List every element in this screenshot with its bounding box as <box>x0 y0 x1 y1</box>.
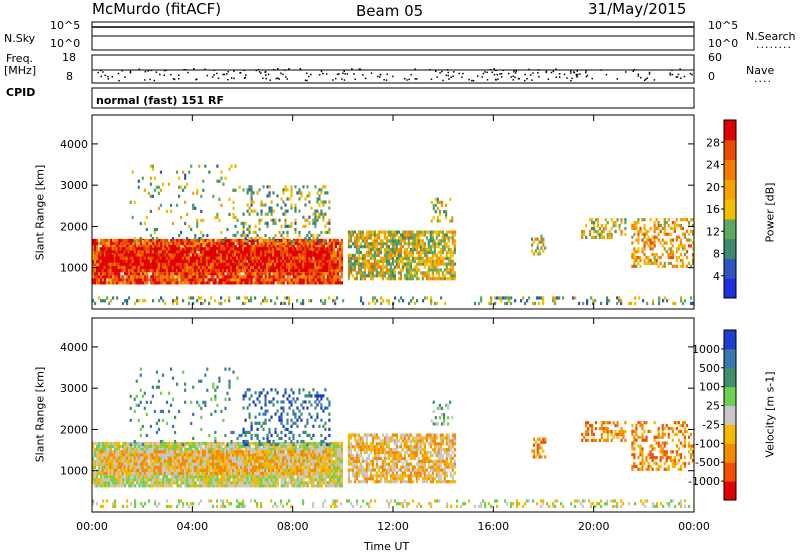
velocity-ytick-label: 4000 <box>60 341 88 354</box>
nave-label: Nave <box>746 64 775 77</box>
power-ytick-label: 3000 <box>60 179 88 192</box>
cpid-label: CPID <box>6 86 36 99</box>
xtick-label: 04:00 <box>176 520 208 533</box>
power-colorbar-tick: 16 <box>706 203 720 216</box>
nsky-tick-bottom: 10^0 <box>50 37 81 50</box>
power-colorbar-swatch <box>724 278 736 299</box>
xaxis-label: Time UT <box>364 540 410 553</box>
nsearch-label: N.Search <box>746 30 796 43</box>
power-colorbar-tick: 28 <box>706 136 720 149</box>
velocity-colorbar-swatch <box>724 443 736 463</box>
velocity-ytick-label: 3000 <box>60 382 88 395</box>
velocity-colorbar-tick: -25 <box>702 418 720 431</box>
nsearch-dots: ........ <box>756 38 792 51</box>
power-colorbar-label: Power [dB] <box>763 182 777 243</box>
velocity-colorbar-swatch <box>724 386 736 407</box>
velocity-colorbar-swatch <box>724 424 736 444</box>
velocity-colorbar-swatch <box>724 330 736 350</box>
date-label: 31/May/2015 <box>588 0 687 18</box>
nsearch-tick-top: 10^5 <box>708 19 739 32</box>
velocity-colorbar-swatch <box>724 481 736 501</box>
nave-tick-top: 60 <box>708 51 722 64</box>
power-colorbar-tick: 24 <box>706 159 720 172</box>
freq-label: Freq. <box>6 52 34 65</box>
velocity-colorbar-swatch <box>724 367 736 388</box>
power-colorbar-swatch <box>724 218 736 240</box>
velocity-ytick-label: 2000 <box>60 423 88 436</box>
velocity-colorbar-tick: 1000 <box>692 343 720 356</box>
power-colorbar-swatch <box>724 159 736 180</box>
xtick-label: 00:00 <box>678 520 710 533</box>
power-colorbar-tick: 12 <box>706 225 720 238</box>
cpid-panel <box>91 87 695 109</box>
power-colorbar-swatch <box>724 238 736 259</box>
mode-text: normal (fast) 151 RF <box>96 94 224 107</box>
power-ylabel: Slant Range [km] <box>33 164 47 261</box>
power-colorbar-swatch <box>724 179 736 200</box>
xtick-label: 12:00 <box>377 520 409 533</box>
station-title: McMurdo (fitACF) <box>92 0 222 18</box>
xtick-label: 08:00 <box>277 520 309 533</box>
velocity-ylabel: Slant Range [km] <box>33 366 47 463</box>
nsky-tick-top: 10^5 <box>50 19 81 32</box>
power-colorbar-swatch <box>724 139 736 161</box>
xtick-label: 16:00 <box>477 520 509 533</box>
beam-label: Beam 05 <box>356 2 424 20</box>
velocity-colorbar-swatch <box>724 405 736 425</box>
velocity-colorbar-tick: 25 <box>706 400 720 413</box>
velocity-ytick-label: 1000 <box>60 465 88 478</box>
power-colorbar-swatch <box>724 258 736 279</box>
power-colorbar-tick: 8 <box>713 248 720 261</box>
nave-dots: .... <box>754 72 772 85</box>
power-colorbar-tick: 20 <box>706 181 720 194</box>
velocity-colorbar-tick: 100 <box>699 381 720 394</box>
velocity-colorbar-swatch <box>724 462 736 482</box>
freq-unit-label: [MHz] <box>4 64 37 77</box>
freq-tick-top: 18 <box>62 51 76 64</box>
xtick-label: 00:00 <box>76 520 108 533</box>
velocity-colorbar-tick: -500 <box>695 456 720 469</box>
power-ytick-label: 1000 <box>60 262 88 275</box>
nsky-label: N.Sky <box>4 32 36 45</box>
power-ytick-label: 2000 <box>60 220 88 233</box>
nsearch-tick-bottom: 10^0 <box>708 37 739 50</box>
power-ytick-label: 4000 <box>60 138 88 151</box>
freq-panel <box>91 54 695 84</box>
velocity-colorbar-label: Velocity [m s-1] <box>763 371 777 458</box>
velocity-colorbar-swatch <box>724 348 736 369</box>
velocity-colorbar-tick: 500 <box>699 362 720 375</box>
velocity-colorbar-tick: -1000 <box>688 475 720 488</box>
freq-tick-bottom: 8 <box>66 70 73 83</box>
nave-tick-bottom: 0 <box>708 70 715 83</box>
xtick-label: 20:00 <box>578 520 610 533</box>
velocity-colorbar-tick: -100 <box>695 437 720 450</box>
power-colorbar-tick: 4 <box>713 270 720 283</box>
power-colorbar-swatch <box>724 120 736 141</box>
power-colorbar-swatch <box>724 199 736 220</box>
